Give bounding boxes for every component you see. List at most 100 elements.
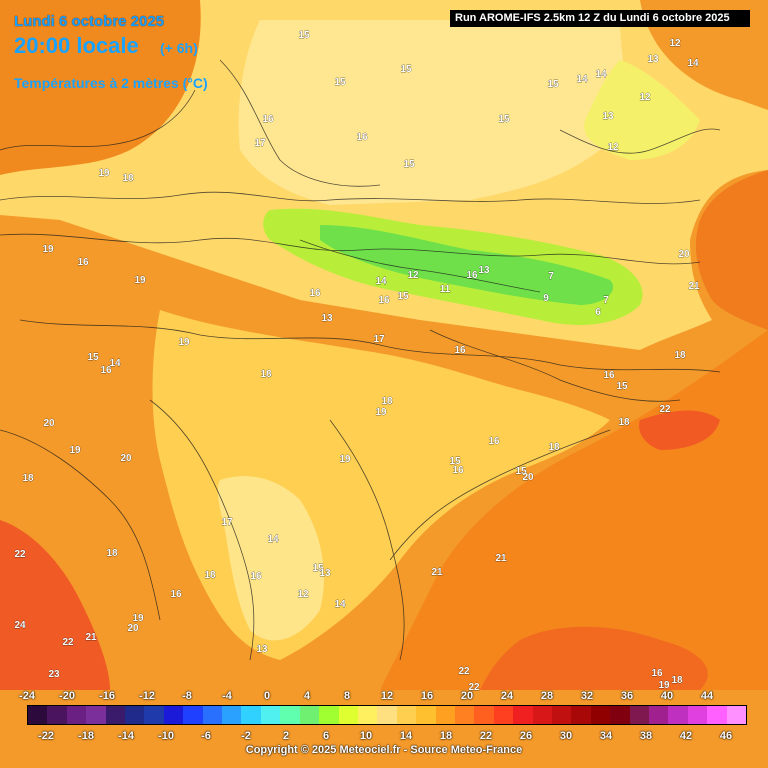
temperature-label: 18	[106, 548, 118, 559]
legend-label: 42	[679, 730, 693, 742]
temperature-label: 16	[651, 668, 663, 679]
scale-swatch	[280, 706, 300, 724]
variable-title: Températures à 2 mètres (°C)	[14, 75, 208, 91]
temperature-label: 19	[132, 613, 144, 624]
legend-label: 16	[420, 690, 434, 702]
temperature-label: 21	[688, 281, 700, 292]
iberian-range	[217, 476, 324, 641]
scale-swatch	[241, 706, 261, 724]
temperature-label: 22	[458, 666, 470, 677]
temperature-label: 15	[449, 456, 461, 467]
temperature-label: 18	[260, 369, 272, 380]
scale-swatch	[319, 706, 339, 724]
legend-label: -20	[59, 690, 75, 702]
temperature-label: 14	[334, 599, 346, 610]
scale-swatch	[454, 706, 475, 724]
temperature-label: 14	[595, 69, 607, 80]
temperature-label: 16	[100, 365, 112, 376]
temperature-label: 16	[262, 114, 274, 125]
temperature-label: 14	[687, 58, 699, 69]
temperature-label: 6	[595, 307, 601, 318]
scale-swatch	[610, 706, 630, 724]
legend-label: 32	[580, 690, 594, 702]
temperature-label: 19	[134, 275, 146, 286]
temperature-label: 14	[267, 534, 279, 545]
temperature-label: 12	[639, 92, 651, 103]
temperature-label: 16	[603, 370, 615, 381]
scale-swatch	[513, 706, 533, 724]
temperature-label: 15	[334, 77, 346, 88]
temperature-label: 16	[452, 465, 464, 476]
run-info-box: Run AROME-IFS 2.5km 12 Z du Lundi 6 octo…	[450, 10, 750, 27]
scale-swatch	[416, 706, 436, 724]
legend-label: 26	[519, 730, 533, 742]
copyright-line: Copyright © 2025 Meteociel.fr - Source M…	[245, 744, 523, 756]
scale-swatch	[338, 706, 358, 724]
scale-swatch	[629, 706, 649, 724]
temperature-label: 23	[48, 669, 60, 680]
temperature-label: 14	[375, 276, 387, 287]
scale-swatch	[668, 706, 688, 724]
temperature-label: 16	[488, 436, 500, 447]
temperature-label: 14	[109, 358, 121, 369]
temperature-label: 19	[339, 454, 351, 465]
temperature-label: 16	[77, 257, 89, 268]
temperature-label: 17	[373, 334, 385, 345]
legend-label: 4	[303, 690, 311, 702]
alps-region	[584, 60, 700, 160]
temperature-label: 15	[87, 352, 99, 363]
temperature-label: 15	[312, 563, 324, 574]
coastal-warm-patch	[639, 410, 720, 450]
legend-label: -16	[99, 690, 115, 702]
temperature-label: 22	[62, 637, 74, 648]
legend-label: 12	[380, 690, 394, 702]
legend-label: 44	[700, 690, 714, 702]
legend-label: 8	[343, 690, 351, 702]
temperature-label: 16	[454, 345, 466, 356]
legend-label: 24	[500, 690, 514, 702]
scale-swatch	[396, 706, 417, 724]
legend-label: 6	[322, 730, 330, 742]
temperature-label: 18	[548, 442, 560, 453]
legend-label: 2	[282, 730, 290, 742]
scale-swatch	[493, 706, 514, 724]
temperature-label: 18	[618, 417, 630, 428]
legend-label: 36	[620, 690, 634, 702]
scale-swatch	[571, 706, 591, 724]
temperature-label: 7	[548, 271, 554, 282]
scale-swatch	[183, 706, 203, 724]
scale-swatch	[590, 706, 611, 724]
temperature-label: 18	[674, 350, 686, 361]
scale-swatch	[66, 706, 87, 724]
temperature-label: 15	[403, 159, 415, 170]
contour-lines	[0, 59, 721, 661]
temperature-label: 19	[69, 445, 81, 456]
scale-swatch	[532, 706, 552, 724]
legend-label: -6	[201, 730, 211, 742]
scale-swatch	[86, 706, 106, 724]
scale-swatch	[687, 706, 708, 724]
pyrenees-core	[320, 225, 614, 305]
temperature-label: 12	[297, 589, 309, 600]
legend-label: -18	[78, 730, 94, 742]
scale-swatch	[28, 706, 48, 724]
scale-swatch	[144, 706, 164, 724]
southwest-warm-lowland	[0, 520, 110, 690]
temperature-label: 20	[127, 623, 139, 634]
temperature-label: 15	[298, 30, 310, 41]
temperature-label: 22	[468, 682, 480, 693]
temperature-label: 13	[647, 54, 659, 65]
legend-lower-labels: -22 -18 -14 -10 -6 -2 2 6 10 14 18 22 26 30 34 38 42 46	[0, 730, 768, 744]
legend-label: -4	[222, 690, 232, 702]
legend-label: 18	[439, 730, 453, 742]
temperature-label: 19	[42, 244, 54, 255]
scale-swatch	[551, 706, 572, 724]
temperature-label: 18	[381, 396, 393, 407]
balearic-warm-zone	[480, 626, 708, 690]
scale-swatch	[222, 706, 242, 724]
temperature-label: 20	[120, 453, 132, 464]
temperature-label: 21	[495, 553, 507, 564]
legend-label: -14	[118, 730, 134, 742]
